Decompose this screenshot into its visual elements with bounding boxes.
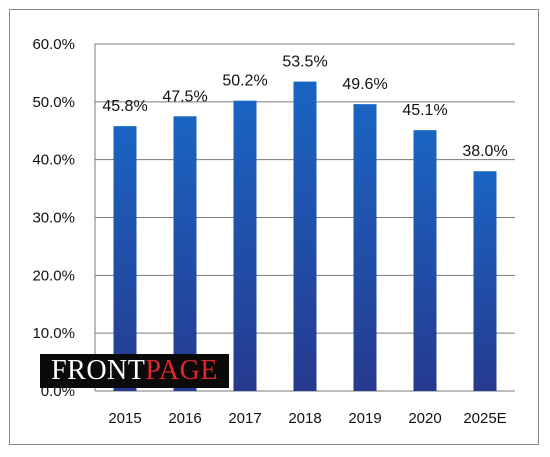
x-tick-label-2016: 2016 — [168, 410, 201, 427]
x-tick-label-2020: 2020 — [408, 410, 441, 427]
y-tick-label: 50.0% — [32, 94, 75, 111]
bar-2020 — [413, 130, 437, 391]
data-label-2015: 45.8% — [102, 98, 147, 115]
x-tick-label-2025E: 2025E — [463, 410, 506, 427]
data-label-2017: 50.2% — [222, 73, 267, 90]
bar-2015 — [113, 126, 137, 391]
x-axis-ticks: 2015 2016 2017 2018 2019 2020 2025E — [108, 410, 506, 427]
logo-front-text: FRONT — [51, 355, 146, 386]
bars — [113, 81, 497, 392]
y-tick-label: 10.0% — [32, 325, 75, 342]
y-tick-label: 40.0% — [32, 152, 75, 169]
y-tick-label: 20.0% — [32, 267, 75, 284]
bar-2025E — [473, 171, 497, 391]
y-axis-ticks: 0.0%10.0%20.0%30.0%40.0%50.0%60.0% — [32, 36, 75, 400]
logo-page-text: PAGE — [145, 355, 218, 386]
data-label-2025E: 38.0% — [462, 143, 507, 160]
bar-2018 — [293, 81, 317, 391]
data-label-2016: 47.5% — [162, 88, 207, 105]
data-label-2019: 49.6% — [342, 76, 387, 93]
x-tick-label-2018: 2018 — [288, 410, 321, 427]
bar-2019 — [353, 104, 377, 391]
data-label-2020: 45.1% — [402, 102, 447, 119]
x-tick-label-2017: 2017 — [228, 410, 261, 427]
data-labels: 45.8% 47.5% 50.2% 53.5% 49.6% 45.1% 38.0% — [102, 54, 507, 161]
frontpage-logo: FRONT PAGE — [40, 354, 229, 388]
y-tick-label: 30.0% — [32, 210, 75, 227]
x-tick-label-2015: 2015 — [108, 410, 141, 427]
bar-2016 — [173, 116, 197, 392]
x-tick-label-2019: 2019 — [348, 410, 381, 427]
data-label-2018: 53.5% — [282, 54, 327, 71]
y-tick-label: 60.0% — [32, 36, 75, 53]
bar-2017 — [233, 100, 257, 391]
